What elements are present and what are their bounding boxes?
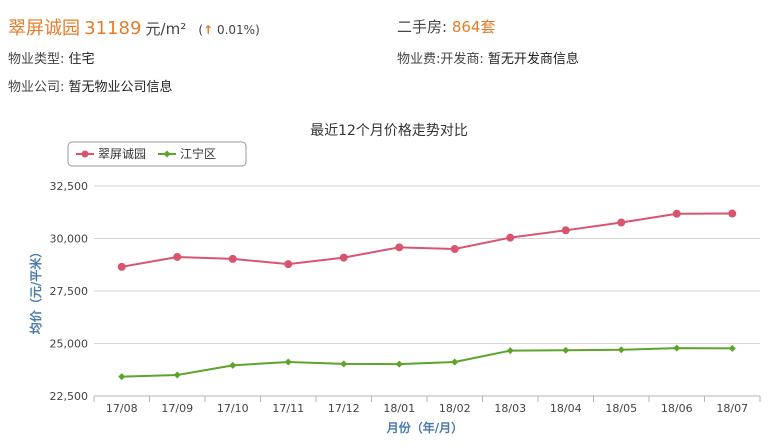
data-point	[339, 253, 348, 262]
series-line-1	[121, 212, 733, 268]
x-tick-label: 18/07	[716, 402, 748, 415]
data-point	[118, 373, 126, 381]
data-point	[395, 243, 404, 252]
data-point	[173, 371, 181, 379]
legend-box	[67, 141, 247, 167]
x-axis: 17/08 17/09 17/10 17/11 17/12 18/01 18/02 18/03…	[93, 396, 761, 415]
data-point	[117, 262, 126, 271]
x-tick-label: 18/01	[383, 402, 415, 415]
legend-marker-series-1	[81, 150, 89, 158]
data-point	[506, 347, 514, 355]
y-tick-label: 22,500	[50, 390, 89, 403]
property-type-label: 物业类型:	[8, 52, 65, 67]
x-axis-title: 月份（年/月）	[386, 420, 463, 435]
x-tick-label: 17/08	[106, 402, 138, 415]
data-point	[562, 346, 570, 354]
y-tick-label: 30,000	[50, 233, 89, 246]
y-tick-label: 32,500	[50, 180, 89, 193]
x-tick-label: 17/11	[272, 402, 304, 415]
data-point	[673, 344, 681, 352]
x-tick-label: 18/06	[661, 402, 693, 415]
data-point	[284, 358, 292, 366]
y-axis-ticks: 22,500 25,000 27,500 30,000 32,500	[50, 180, 89, 403]
secondhand-value[interactable]: 864套	[451, 18, 496, 36]
up-arrow-icon: ↑	[203, 23, 214, 37]
property-type: 物业类型: 住宅	[8, 48, 95, 67]
data-point	[340, 360, 348, 368]
data-point	[728, 209, 737, 218]
x-tick-label: 17/12	[328, 402, 360, 415]
change-prefix: (	[198, 23, 204, 37]
community-name: 翠屏诚园	[8, 18, 80, 39]
data-point	[561, 226, 570, 235]
legend-marker-series-2	[163, 150, 171, 158]
data-point	[617, 218, 626, 227]
legend-label-series-2[interactable]: 江宁区	[180, 146, 216, 161]
y-axis-title: 均价（元/平米）	[28, 246, 43, 334]
price-unit: 元/m²	[145, 20, 187, 38]
fee-label: 物业费:	[397, 52, 441, 67]
secondhand-info: 二手房: 864套	[397, 16, 495, 37]
property-type-value: 住宅	[68, 52, 95, 67]
chart-title: 最近12个月价格走势对比	[310, 123, 468, 139]
series-line-2	[121, 347, 733, 378]
data-point	[451, 358, 459, 366]
x-tick-label: 17/10	[217, 402, 249, 415]
community-summary: 翠屏诚园 31189 元/m² (↑ 0.01%)	[8, 14, 260, 40]
y-tick-label: 25,000	[50, 338, 89, 351]
price-change: (↑ 0.01%)	[198, 23, 259, 37]
x-tick-label: 18/02	[439, 402, 471, 415]
fee-developer: 物业费:开发商: 暂无开发商信息	[397, 48, 579, 67]
data-point	[617, 346, 625, 354]
data-point	[173, 252, 182, 261]
property-company: 物业公司: 暂无物业公司信息	[8, 76, 173, 95]
company-label: 物业公司:	[8, 80, 65, 95]
community-price: 31189	[84, 18, 142, 39]
data-point	[228, 254, 237, 263]
y-tick-label: 27,500	[50, 285, 89, 298]
data-point	[506, 233, 515, 242]
developer-value: 暂无开发商信息	[487, 52, 579, 67]
data-point	[672, 209, 681, 218]
chart-gridlines	[94, 185, 760, 397]
x-tick-label: 18/03	[494, 402, 526, 415]
x-tick-label: 18/05	[605, 402, 637, 415]
data-point	[395, 360, 403, 368]
x-tick-label: 17/09	[161, 402, 193, 415]
secondhand-label: 二手房:	[397, 18, 448, 36]
chart-legend: 翠屏诚园 江宁区	[67, 141, 247, 167]
chart-series	[117, 209, 737, 381]
data-point	[229, 361, 237, 369]
data-point	[284, 260, 293, 269]
data-point	[450, 245, 459, 253]
x-tick-label: 18/04	[550, 402, 582, 415]
company-value: 暂无物业公司信息	[68, 80, 173, 95]
developer-label: 开发商:	[440, 52, 484, 67]
change-value: 0.01%)	[216, 23, 260, 37]
legend-label-series-1[interactable]: 翠屏诚园	[98, 147, 146, 161]
data-point	[728, 344, 736, 352]
